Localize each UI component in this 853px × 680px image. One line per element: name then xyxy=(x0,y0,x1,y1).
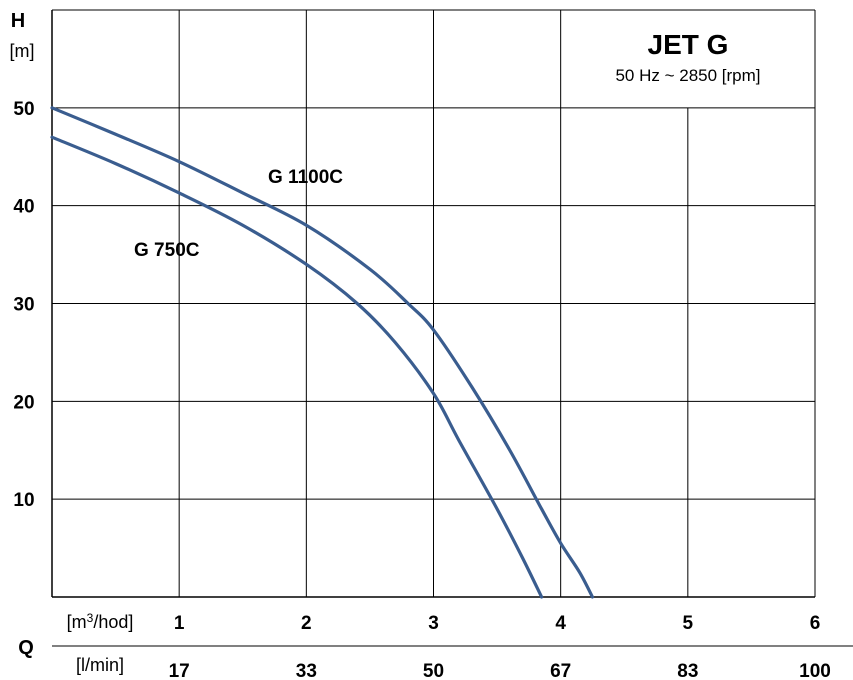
y-tick-label: 50 xyxy=(13,99,34,120)
y-tick-label: 40 xyxy=(13,197,34,218)
series-line-g-750c xyxy=(50,135,544,599)
x-tick-label-lmin: 100 xyxy=(799,661,831,680)
x-axis-secondary-unit: [l/min] xyxy=(76,655,124,675)
x-tick-label-lmin: 67 xyxy=(550,661,571,680)
y-tick-label: 20 xyxy=(13,392,34,413)
chart-subtitle: 50 Hz ~ 2850 [rpm] xyxy=(615,66,760,85)
x-tick-label-lmin: 33 xyxy=(296,661,317,680)
x-tick-label-m3h: 1 xyxy=(174,613,185,634)
y-axis-name: H xyxy=(11,10,25,32)
x-tick-label-m3h: 6 xyxy=(810,613,821,634)
y-axis-unit: [m] xyxy=(10,41,35,61)
x-tick-label-m3h: 2 xyxy=(301,613,312,634)
series-label-g1100c: G 1100C xyxy=(268,167,343,188)
x-tick-label-lmin: 50 xyxy=(423,661,444,680)
chart-title: JET G xyxy=(648,29,729,60)
y-tick-label: 10 xyxy=(13,490,34,511)
x-tick-label-m3h: 4 xyxy=(555,613,566,634)
series-label-g750c: G 750C xyxy=(134,240,200,261)
x-axis-primary-unit: [m3/hod] xyxy=(67,611,134,632)
y-tick-label: 30 xyxy=(13,295,34,316)
x-tick-label-lmin: 83 xyxy=(677,661,698,680)
x-tick-label-m3h: 3 xyxy=(428,613,439,634)
series-line-g-1100c xyxy=(50,106,595,599)
x-tick-label-m3h: 5 xyxy=(683,613,694,634)
x-tick-label-lmin: 17 xyxy=(169,661,190,680)
x-axis-name: Q xyxy=(18,637,34,659)
